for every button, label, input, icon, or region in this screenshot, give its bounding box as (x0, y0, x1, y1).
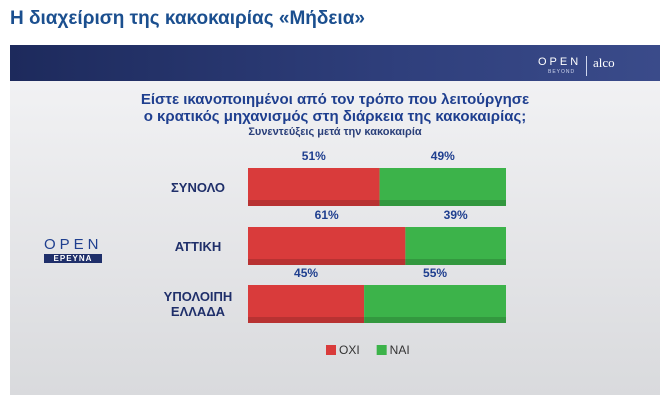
logo-divider (586, 56, 587, 76)
category-label: ΣΥΝΟΛΟ (170, 179, 226, 195)
logo-ereuna: ΕΡΕΥΝΑ (44, 254, 102, 263)
logo-beyond: BEYOND (548, 69, 576, 75)
category-label: ΑΤΤΙΚΗ (174, 238, 222, 254)
bar-segment (248, 227, 406, 265)
bar-shade (248, 317, 365, 323)
value-label: 39% (444, 208, 468, 222)
bar-segment (248, 285, 365, 323)
value-label: 61% (315, 208, 339, 222)
bar-segment (379, 168, 506, 206)
chart-subtitle: Συνεντεύξεις μετά την κακοκαιρία (248, 126, 422, 138)
value-label: 45% (294, 266, 318, 280)
bar-segment (405, 227, 506, 265)
top-strip (10, 45, 660, 81)
logo-open: OPEN (538, 56, 582, 68)
page-heading: Η διαχείριση της κακοκαιρίας «Μήδεια» (10, 8, 365, 29)
legend-swatch (376, 345, 387, 355)
bar-shade (379, 200, 506, 206)
bar-segment (248, 168, 380, 206)
value-label: 55% (423, 266, 447, 280)
legend-label: ΝΑΙ (390, 343, 410, 357)
bar-shade (248, 259, 406, 265)
value-label: 49% (431, 149, 455, 163)
bar-segment (364, 285, 506, 323)
chart-panel (10, 45, 660, 395)
chart-title: Είστε ικανοποιημένοι από τον τρόπο που λ… (140, 91, 530, 108)
logo-open: OPEN (44, 236, 103, 253)
chart-title: ο κρατικός μηχανισμός στη διάρκεια της κ… (143, 108, 527, 125)
bar-shade (364, 317, 506, 323)
bar-shade (405, 259, 506, 265)
category-label: ΥΠΟΛΟΙΠΗ ΕΛΛΑΔΑ (163, 289, 233, 319)
legend-label: ΟΧΙ (339, 343, 360, 357)
legend-swatch (326, 345, 336, 355)
logo-alco: alco (593, 55, 615, 70)
value-label: 51% (302, 149, 326, 163)
bar-shade (248, 200, 380, 206)
